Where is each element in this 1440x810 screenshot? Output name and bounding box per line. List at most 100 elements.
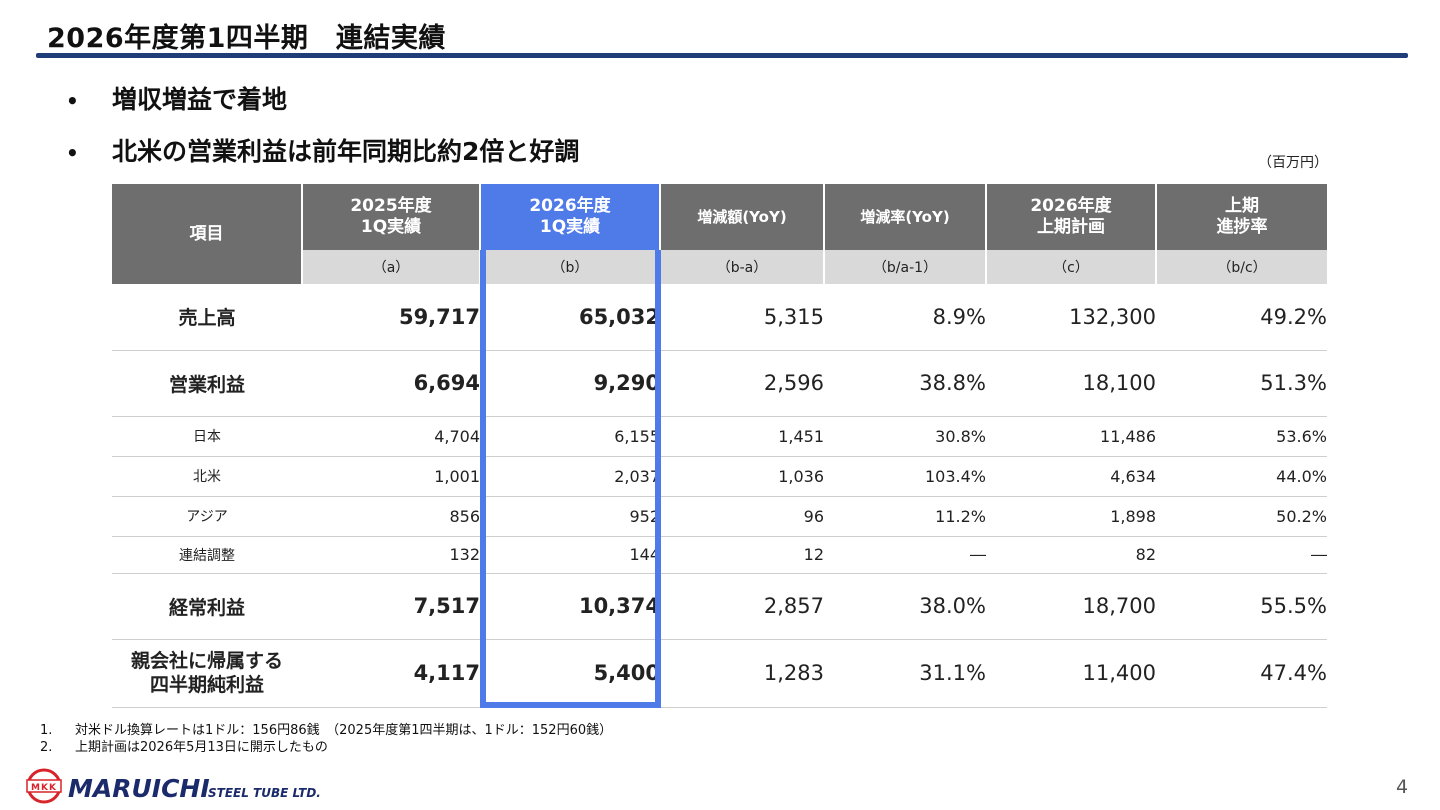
header-text: 2026年度 1Q実績 [529, 196, 611, 237]
bullet-item: • 増収増益で着地 [66, 80, 287, 116]
table-cell: 1,001 [302, 456, 480, 497]
row-label: 経常利益 [112, 573, 302, 640]
bullet-text: 増収増益で着地 [112, 85, 288, 114]
subheader-b-c: （b/c） [1156, 250, 1327, 284]
table-cell: 12 [660, 536, 824, 574]
title-divider [36, 53, 1408, 58]
footnote-number: 1. [40, 723, 53, 738]
table-cell: 47.4% [1156, 639, 1327, 708]
logo-name: MARUICHI [68, 774, 210, 803]
logo-mark: MKK [31, 783, 57, 793]
table-cell: ― [1156, 536, 1327, 574]
table-cell: 103.4% [824, 456, 986, 497]
table-cell: 132 [302, 536, 480, 574]
subheader-b-a: （b-a） [660, 250, 825, 284]
footnote-text: 対米ドル換算レートは1ドル：156円86銭 （2025年度第1四半期は、1ドル：… [75, 723, 613, 738]
table-cell: 53.6% [1156, 416, 1327, 457]
row-label: アジア [112, 496, 302, 537]
table-cell: 49.2% [1156, 284, 1327, 351]
table-subheader-row: （a） （b） （b-a） （b/a-1） （c） （b/c） [112, 250, 1327, 284]
table-row: 売上高 59,717 65,032 5,315 8.9% 132,300 49.2% [112, 284, 1327, 351]
logo-suffix: STEEL TUBE LTD. [208, 786, 321, 800]
header-text: 増減額(YoY) [697, 207, 787, 226]
table-cell: 2,596 [660, 350, 824, 417]
header-h1-plan: 2026年度 上期計画 [986, 184, 1157, 250]
table-row: アジア 856 952 96 11.2% 1,898 50.2% [112, 496, 1327, 537]
table-cell: 38.0% [824, 573, 986, 640]
results-table: 項目 2025年度 1Q実績 2026年度 1Q実績 増減額(YoY) 増減率(… [112, 184, 1327, 708]
bullet-item: • 北米の営業利益は前年同期比約2倍と好調 [66, 132, 579, 168]
logo-band [26, 779, 62, 793]
table-cell: 11.2% [824, 496, 986, 537]
bullet-dot: • [66, 141, 79, 165]
footnote-number: 2. [40, 740, 53, 755]
table-row: 経常利益 7,517 10,374 2,857 38.0% 18,700 55.5% [112, 573, 1327, 640]
unit-label: （百万円） [1258, 155, 1328, 171]
row-label: 親会社に帰属する 四半期純利益 [112, 639, 302, 708]
table-cell: 11,486 [986, 416, 1156, 457]
page-number: 4 [1396, 776, 1409, 798]
subheader-b: （b） [480, 250, 661, 284]
bullet-text: 北米の営業利益は前年同期比約2倍と好調 [112, 137, 580, 166]
table-cell: 11,400 [986, 639, 1156, 708]
table-cell: 7,517 [302, 573, 480, 640]
table-cell: 4,634 [986, 456, 1156, 497]
table-cell: 132,300 [986, 284, 1156, 351]
table-cell: 5,400 [480, 639, 660, 708]
row-label: 売上高 [112, 284, 302, 351]
table-cell: 30.8% [824, 416, 986, 457]
table-cell: 1,283 [660, 639, 824, 708]
table-header-row: 項目 2025年度 1Q実績 2026年度 1Q実績 増減額(YoY) 増減率(… [112, 184, 1327, 284]
subheader-a: （a） [302, 250, 481, 284]
table-cell: 6,155 [480, 416, 660, 457]
table-cell: 5,315 [660, 284, 824, 351]
table-cell: 856 [302, 496, 480, 537]
subheader-c: （c） [986, 250, 1157, 284]
subheader-b-a-1: （b/a-1） [824, 250, 987, 284]
row-label: 日本 [112, 416, 302, 457]
table-row: 親会社に帰属する 四半期純利益 4,117 5,400 1,283 31.1% 11,40… [112, 639, 1327, 708]
header-text: 2026年度 上期計画 [1030, 196, 1112, 237]
header-2026-q1: 2026年度 1Q実績 [480, 184, 661, 250]
row-label: 北米 [112, 456, 302, 497]
header-text: 2025年度 1Q実績 [350, 196, 432, 237]
table-cell: 6,694 [302, 350, 480, 417]
table-row: 日本 4,704 6,155 1,451 30.8% 11,486 53.6% [112, 416, 1327, 457]
table-row: 営業利益 6,694 9,290 2,596 38.8% 18,100 51.3% [112, 350, 1327, 417]
footnote: 1. 対米ドル換算レートは1ドル：156円86銭 （2025年度第1四半期は、1ド… [40, 722, 612, 739]
company-logo: MKK MARUICHI STEEL TUBE LTD. [26, 768, 321, 804]
table-cell: 1,451 [660, 416, 824, 457]
table-cell: 4,117 [302, 639, 480, 708]
header-item: 項目 [112, 184, 303, 284]
table-cell: 9,290 [480, 350, 660, 417]
row-label: 連結調整 [112, 536, 302, 574]
table-cell: 65,032 [480, 284, 660, 351]
header-progress: 上期 進捗率 [1156, 184, 1327, 250]
header-text: 上期 進捗率 [1216, 196, 1268, 237]
footnote-text: 上期計画は2026年5月13日に開示したもの [75, 740, 328, 755]
table-cell: 31.1% [824, 639, 986, 708]
table-cell: 82 [986, 536, 1156, 574]
header-2025-q1: 2025年度 1Q実績 [302, 184, 481, 250]
table-cell: 10,374 [480, 573, 660, 640]
table-cell: 55.5% [1156, 573, 1327, 640]
header-yoy-rate: 増減率(YoY) [824, 184, 987, 250]
table-cell: 2,037 [480, 456, 660, 497]
row-label: 営業利益 [112, 350, 302, 417]
table-row: 連結調整 132 144 12 ― 82 ― [112, 536, 1327, 574]
footnotes: 1. 対米ドル換算レートは1ドル：156円86銭 （2025年度第1四半期は、1ド… [40, 722, 612, 756]
table-cell: 38.8% [824, 350, 986, 417]
table-cell: 1,898 [986, 496, 1156, 537]
table-cell: 50.2% [1156, 496, 1327, 537]
table-cell: 144 [480, 536, 660, 574]
table-cell: 18,100 [986, 350, 1156, 417]
bullet-dot: • [66, 89, 79, 113]
table-row: 北米 1,001 2,037 1,036 103.4% 4,634 44.0% [112, 456, 1327, 497]
table-cell: 1,036 [660, 456, 824, 497]
table-cell: 59,717 [302, 284, 480, 351]
table-cell: 8.9% [824, 284, 986, 351]
header-yoy-amount: 増減額(YoY) [660, 184, 825, 250]
table-cell: 4,704 [302, 416, 480, 457]
table-cell: 18,700 [986, 573, 1156, 640]
table-cell: ― [824, 536, 986, 574]
